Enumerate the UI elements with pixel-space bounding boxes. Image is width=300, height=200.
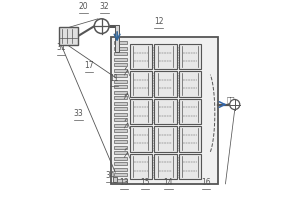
Text: 出口: 出口 (227, 96, 236, 103)
Bar (114, 118, 127, 121)
Text: 33: 33 (74, 109, 83, 118)
Bar (114, 91, 127, 94)
Text: 17: 17 (84, 61, 94, 70)
Text: 34: 34 (106, 171, 115, 180)
Bar (130, 44, 152, 69)
Bar (179, 126, 201, 152)
Bar (179, 44, 201, 69)
Text: 14: 14 (164, 178, 173, 187)
Bar (114, 151, 127, 154)
Bar (114, 74, 127, 77)
Bar (114, 52, 127, 55)
Bar (179, 71, 201, 97)
Circle shape (230, 99, 240, 110)
Bar (114, 63, 127, 66)
Text: 20: 20 (78, 2, 88, 11)
Bar (59, 27, 78, 45)
Text: 31: 31 (56, 43, 66, 52)
Bar (114, 85, 127, 88)
Bar (114, 41, 127, 44)
Bar (154, 126, 176, 152)
Bar (154, 99, 176, 124)
Text: 16: 16 (201, 178, 211, 187)
Bar (114, 96, 127, 99)
Circle shape (94, 19, 109, 34)
Bar (111, 37, 218, 184)
Text: 13: 13 (119, 178, 129, 187)
Bar (179, 99, 201, 124)
Bar (114, 157, 127, 160)
Bar (114, 113, 127, 116)
Bar (114, 146, 127, 149)
Bar (130, 99, 152, 124)
Bar (114, 102, 127, 105)
Bar (114, 124, 127, 127)
Bar (114, 179, 127, 182)
Bar (114, 168, 127, 171)
Bar (114, 173, 127, 176)
Bar (114, 162, 127, 165)
Bar (154, 71, 176, 97)
Bar (114, 129, 127, 132)
Bar (130, 71, 152, 97)
Bar (114, 47, 127, 50)
Bar (114, 140, 127, 143)
Bar (115, 25, 119, 52)
Text: 11: 11 (110, 74, 119, 83)
Text: 32: 32 (100, 2, 109, 11)
Bar (114, 69, 127, 72)
Bar (154, 154, 176, 179)
Bar (114, 80, 127, 83)
Bar (179, 154, 201, 179)
Bar (130, 154, 152, 179)
Bar (114, 135, 127, 138)
Text: 15: 15 (140, 178, 150, 187)
Bar (114, 107, 127, 110)
Bar (154, 44, 176, 69)
Bar (114, 58, 127, 61)
Text: 12: 12 (154, 17, 164, 26)
Bar (130, 126, 152, 152)
Bar (113, 177, 118, 182)
